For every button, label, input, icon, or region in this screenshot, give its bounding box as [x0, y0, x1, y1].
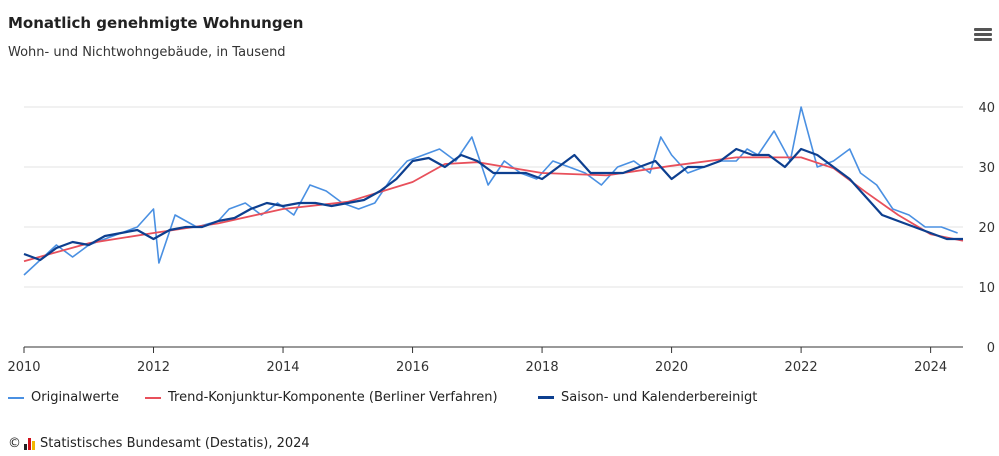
legend-label: Trend-Konjunktur-Komponente (Berliner Ve… — [168, 390, 498, 405]
legend-label: Originalwerte — [31, 390, 119, 405]
x-tick-label: 2018 — [526, 360, 559, 375]
footer-text: Statistisches Bundesamt (Destatis), 2024 — [40, 436, 310, 451]
legend-swatch-saison — [538, 396, 554, 399]
destatis-logo-icon — [24, 437, 36, 450]
legend-item-saison[interactable]: Saison- und Kalenderbereinigt — [538, 390, 757, 405]
y-tick-label: 10 — [978, 281, 995, 296]
x-tick-label: 2024 — [914, 360, 947, 375]
y-tick-label: 40 — [978, 101, 995, 116]
x-tick-label: 2010 — [7, 360, 40, 375]
copyright-symbol: © — [8, 436, 21, 451]
legend-swatch-trend — [145, 396, 161, 399]
x-tick-label: 2020 — [655, 360, 688, 375]
x-tick-label: 2022 — [785, 360, 818, 375]
x-tick-label: 2012 — [137, 360, 170, 375]
series-originalwerte — [23, 106, 958, 276]
hamburger-menu-icon[interactable] — [974, 28, 992, 42]
legend-item-trend[interactable]: Trend-Konjunktur-Komponente (Berliner Ve… — [145, 390, 498, 405]
y-tick-label: 20 — [978, 221, 995, 236]
series-trend — [23, 156, 964, 263]
chart-subtitle: Wohn- und Nichtwohngebäude, in Tausend — [8, 45, 286, 60]
chart-title: Monatlich genehmigte Wohnungen — [8, 14, 304, 32]
series-saison-kalenderbereinigt — [23, 147, 963, 262]
x-tick-label: 2014 — [266, 360, 299, 375]
x-tick-label: 2016 — [396, 360, 429, 375]
source-footer: © Statistisches Bundesamt (Destatis), 20… — [8, 436, 310, 451]
y-tick-label: 0 — [987, 341, 995, 356]
y-tick-label: 30 — [978, 161, 995, 176]
legend-item-originalwerte[interactable]: Originalwerte — [8, 390, 119, 405]
legend-label: Saison- und Kalenderbereinigt — [561, 390, 758, 405]
legend-swatch-originalwerte — [8, 396, 24, 399]
